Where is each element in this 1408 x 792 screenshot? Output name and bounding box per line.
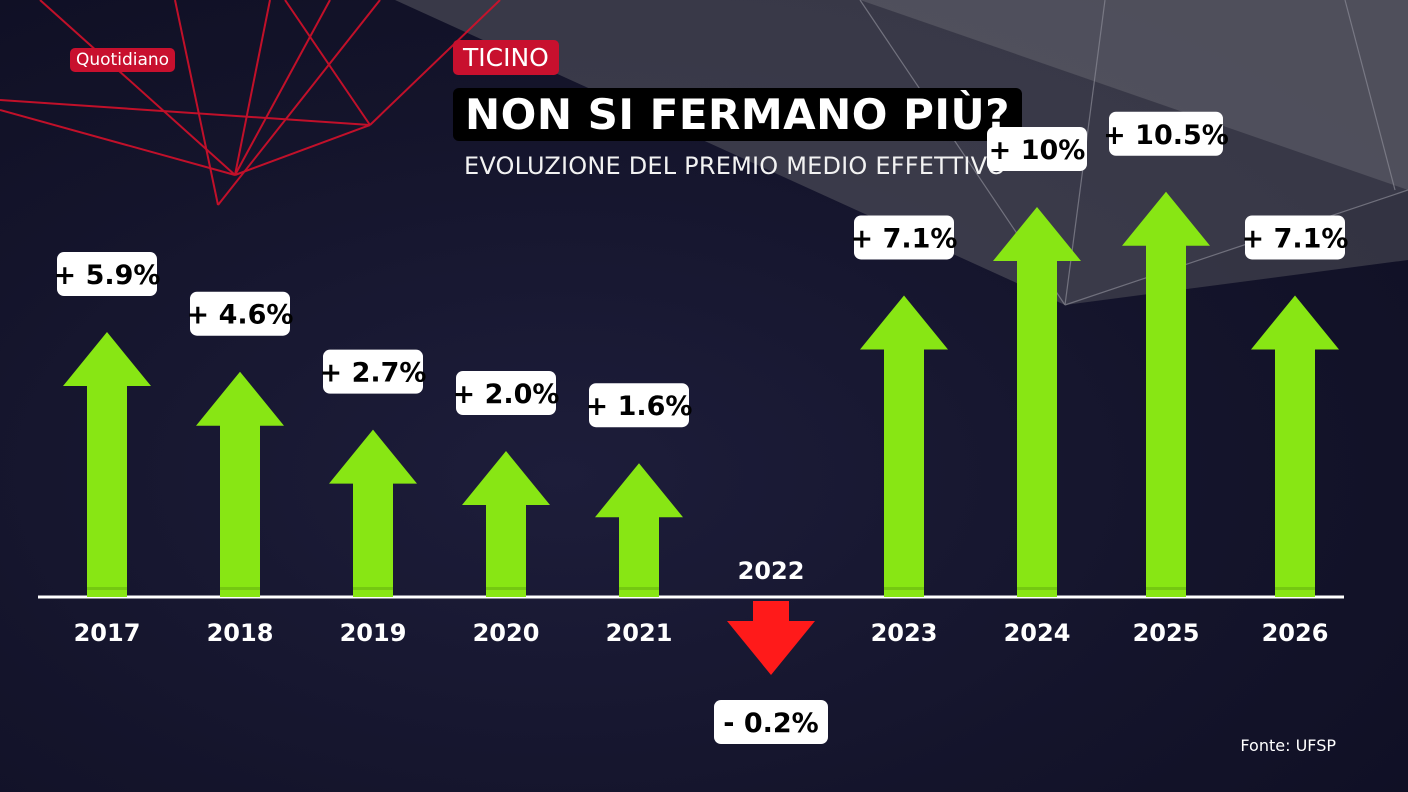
data-label-2026: + 7.1% [1242,223,1349,254]
tick-label-2020: 2020 [473,619,540,647]
data-label-box [987,127,1087,171]
bar-stripe [486,587,526,590]
tick-label-2018: 2018 [207,619,274,647]
page-subtitle: EVOLUZIONE DEL PREMIO MEDIO EFFETTIVO [464,152,1006,180]
region-badge: TICINO [453,40,559,75]
tick-label-2026: 2026 [1262,619,1329,647]
bar-group-2026: + 7.1% 2026 [1242,215,1349,647]
page-title: NON SI FERMANO PIÙ? [453,88,1022,141]
bar-group-2019: + 2.7% 2019 [320,349,427,647]
bar-2019 [329,429,417,597]
data-label-2020: + 2.0% [453,379,560,410]
tick-label-2022: 2022 [738,557,805,585]
data-label-2018: + 4.6% [187,300,294,331]
data-label-box [456,371,556,415]
tick-label-2024: 2024 [1004,619,1071,647]
bar-stripe [220,587,260,590]
bar-group-2022: 2022 - 0.2% [714,557,828,744]
red-wire-decoration [0,0,501,206]
bar-group-2018: + 4.6% 2018 [187,291,294,647]
bar-2021 [595,463,683,597]
bar-group-2025: + 10.5% 2025 [1103,111,1229,647]
data-label-box [714,700,828,744]
bar-2024 [993,207,1081,597]
bar-group-2017: + 5.9% 2017 [54,252,161,647]
tick-label-2019: 2019 [340,619,407,647]
data-label-2019: + 2.7% [320,358,427,389]
bar-group-2020: + 2.0% 2020 [453,371,560,647]
bar-2022 [727,601,815,675]
data-label-2023: + 7.1% [851,223,958,254]
bar-stripe [1017,587,1057,590]
bar-stripe [1146,587,1186,590]
data-label-2021: + 1.6% [586,391,693,422]
data-label-2025: + 10.5% [1103,120,1229,151]
data-label-box [57,252,157,297]
tick-label-2021: 2021 [606,619,673,647]
source-note: Fonte: UFSP [1240,736,1336,755]
bar-2017 [63,332,151,597]
data-label-2017: + 5.9% [54,260,161,291]
bar-group-2023: + 7.1% 2023 [851,215,958,647]
tick-label-2017: 2017 [74,619,141,647]
bar-stripe [87,587,127,590]
data-label-2022: - 0.2% [723,708,819,739]
bar-2018 [196,371,284,597]
data-label-box [589,383,689,428]
data-label-box [190,291,290,336]
tick-label-2025: 2025 [1133,619,1200,647]
grey-facet-shape [860,0,1408,190]
bar-2023 [860,295,948,597]
tick-label-2023: 2023 [871,619,938,647]
bar-2020 [462,451,550,597]
data-label-box [1109,111,1223,156]
bar-stripe [884,587,924,590]
program-badge: Quotidiano [70,48,176,72]
data-label-box [854,215,954,260]
bar-group-2021: + 1.6% 2021 [586,383,693,647]
bar-group-2024: + 10% 2024 [987,127,1087,647]
bar-stripe [1275,587,1315,590]
bar-2025 [1122,191,1210,597]
data-label-2024: + 10% [989,135,1086,166]
bar-stripe [619,587,659,590]
bar-stripe [353,587,393,590]
data-label-box [1245,215,1345,260]
data-label-box [323,349,423,394]
bar-2026 [1251,295,1339,597]
